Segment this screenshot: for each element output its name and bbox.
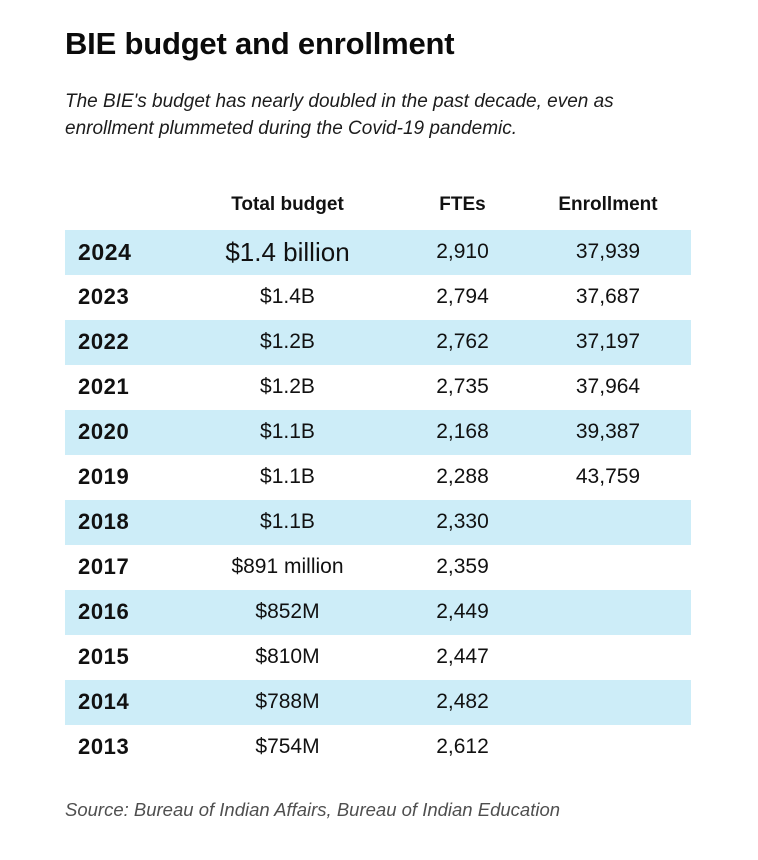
cell-year: 2016 <box>78 599 130 625</box>
cell-ftes: 2,612 <box>436 735 489 759</box>
cell-budget: $1.4B <box>260 285 315 309</box>
cell-ftes: 2,762 <box>436 330 489 354</box>
table-row: 2014 $788M 2,482 <box>65 679 691 725</box>
cell-year: 2014 <box>78 689 130 715</box>
page-title: BIE budget and enrollment <box>65 26 455 61</box>
cell-ftes: 2,447 <box>436 645 489 669</box>
cell-budget: $852M <box>255 600 320 624</box>
cell-year: 2017 <box>78 554 130 580</box>
cell-budget: $1.4 billion <box>225 236 350 267</box>
cell-ftes: 2,359 <box>436 555 489 579</box>
cell-budget: $1.2B <box>260 330 315 354</box>
table-row: 2016 $852M 2,449 <box>65 589 691 635</box>
column-header-ftes: FTEs <box>439 193 486 215</box>
cell-ftes: 2,794 <box>436 285 489 309</box>
table-row: 2019 $1.1B 2,288 43,759 <box>65 455 691 500</box>
table-row: 2013 $754M 2,612 <box>65 725 691 770</box>
data-table: Total budget FTEs Enrollment 2024 $1.4 bi… <box>65 193 691 770</box>
cell-year: 2013 <box>78 734 130 760</box>
cell-budget: $1.1B <box>260 420 315 444</box>
table-row: 2024 $1.4 billion 2,910 37,939 <box>65 229 691 275</box>
cell-year: 2018 <box>78 509 130 535</box>
cell-enrollment: 37,939 <box>575 240 641 264</box>
table-row: 2018 $1.1B 2,330 <box>65 499 691 545</box>
subtitle: The BIE's budget has nearly doubled in t… <box>65 90 614 140</box>
table-header-row: Total budget FTEs Enrollment <box>65 193 691 217</box>
cell-budget: $754M <box>255 735 320 759</box>
cell-budget: $810M <box>255 645 320 669</box>
cell-budget: $1.1B <box>260 465 315 489</box>
table-row: 2023 $1.4B 2,794 37,687 <box>65 275 691 320</box>
cell-ftes: 2,449 <box>436 600 489 624</box>
cell-enrollment: 39,387 <box>575 420 641 444</box>
table-row: 2017 $891 million 2,359 <box>65 545 691 590</box>
cell-enrollment: 43,759 <box>575 465 641 489</box>
cell-budget: $1.1B <box>260 510 315 534</box>
table-row: 2022 $1.2B 2,762 37,197 <box>65 319 691 365</box>
cell-year: 2020 <box>78 419 130 445</box>
column-header-enrollment: Enrollment <box>558 193 658 215</box>
cell-ftes: 2,910 <box>436 240 489 264</box>
table-row: 2015 $810M 2,447 <box>65 635 691 680</box>
infographic: BIE budget and enrollment The BIE's budg… <box>65 26 691 820</box>
cell-ftes: 2,168 <box>436 420 489 444</box>
cell-enrollment: 37,197 <box>575 330 641 354</box>
cell-ftes: 2,288 <box>436 465 489 489</box>
column-header-total-budget: Total budget <box>231 193 344 215</box>
table-body: 2024 $1.4 billion 2,910 37,939 2023 $1.4B 2,79… <box>65 229 691 770</box>
cell-year: 2024 <box>78 238 132 265</box>
cell-budget: $1.2B <box>260 375 315 399</box>
cell-year: 2023 <box>78 284 130 310</box>
table-row: 2021 $1.2B 2,735 37,964 <box>65 365 691 410</box>
cell-ftes: 2,330 <box>436 510 489 534</box>
cell-ftes: 2,482 <box>436 690 489 714</box>
cell-ftes: 2,735 <box>436 375 489 399</box>
cell-year: 2015 <box>78 644 130 670</box>
source-note: Source: Bureau of Indian Affairs, Bureau… <box>65 798 561 820</box>
cell-enrollment: 37,687 <box>575 285 641 309</box>
cell-budget: $891 million <box>231 555 344 579</box>
cell-year: 2021 <box>78 374 130 400</box>
cell-year: 2022 <box>78 329 130 355</box>
table-row: 2020 $1.1B 2,168 39,387 <box>65 409 691 455</box>
cell-budget: $788M <box>255 690 320 714</box>
cell-enrollment: 37,964 <box>575 375 641 399</box>
cell-year: 2019 <box>78 464 130 490</box>
